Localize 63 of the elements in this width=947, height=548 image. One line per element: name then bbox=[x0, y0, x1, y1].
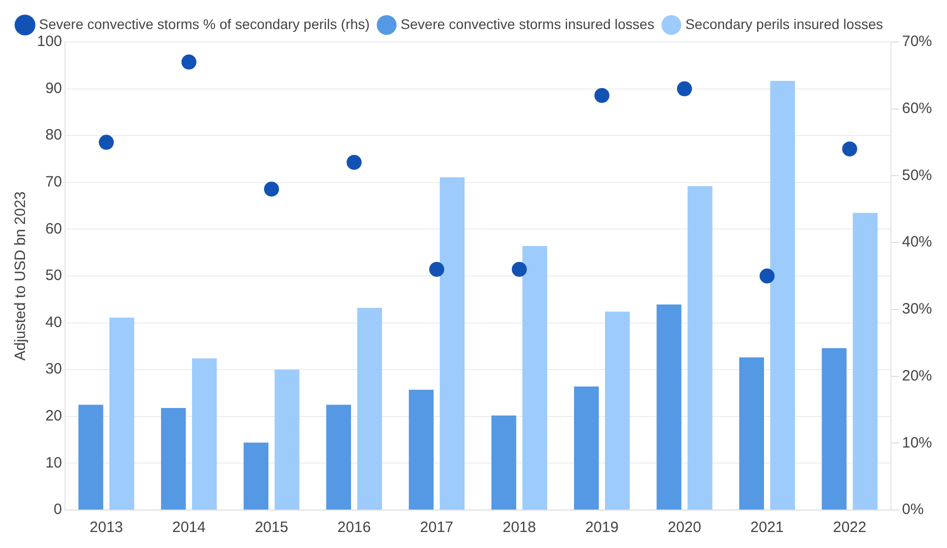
bar bbox=[522, 246, 548, 510]
point bbox=[346, 154, 362, 170]
y-tick-label: 90 bbox=[45, 80, 62, 97]
legend-label: Severe convective storms % of secondary perils (rhs) bbox=[39, 16, 370, 32]
bar bbox=[357, 308, 382, 510]
bar bbox=[688, 186, 712, 510]
y-tick-label: 60 bbox=[45, 220, 62, 238]
y2-tick-label: 60% bbox=[902, 100, 932, 117]
point bbox=[760, 268, 775, 284]
point bbox=[676, 81, 692, 96]
y2-tick-label: 30% bbox=[902, 300, 932, 318]
bar bbox=[244, 442, 268, 510]
point bbox=[842, 141, 858, 156]
point bbox=[98, 134, 114, 150]
x-tick-label: 2013 bbox=[90, 519, 124, 536]
y2-tick-label: 20% bbox=[902, 367, 932, 384]
bar bbox=[440, 177, 465, 510]
x-tick-label: 2015 bbox=[254, 519, 288, 536]
bar bbox=[491, 415, 516, 510]
x-tick-label: 2021 bbox=[750, 519, 784, 536]
bar bbox=[604, 312, 630, 510]
point bbox=[264, 182, 280, 197]
y-tick-label: 100 bbox=[36, 33, 62, 50]
x-tick-label: 2019 bbox=[585, 519, 619, 536]
y-tick-label: 10 bbox=[45, 454, 62, 472]
y2-tick-label: 0% bbox=[902, 501, 924, 518]
bar bbox=[739, 357, 764, 510]
bar bbox=[161, 408, 186, 510]
x-tick-label: 2018 bbox=[502, 519, 536, 536]
y-tick-label: 20 bbox=[45, 408, 62, 425]
bar bbox=[656, 304, 682, 510]
bar bbox=[192, 358, 217, 510]
x-tick-label: 2014 bbox=[172, 519, 206, 536]
bar bbox=[274, 370, 300, 510]
y2-tick-label: 70% bbox=[902, 33, 932, 50]
y-tick-label: 0 bbox=[54, 501, 62, 518]
y-tick-label: 40 bbox=[45, 314, 62, 331]
y2-tick-label: 50% bbox=[902, 166, 932, 184]
y-tick-label: 70 bbox=[45, 174, 62, 191]
x-tick-label: 2020 bbox=[668, 519, 702, 536]
y2-tick-label: 10% bbox=[902, 434, 932, 452]
x-tick-label: 2016 bbox=[337, 519, 371, 536]
point bbox=[429, 262, 444, 277]
bar bbox=[574, 386, 599, 510]
legend-label: Severe convective storms insured losses bbox=[400, 16, 654, 32]
y-tick-label: 30 bbox=[45, 360, 62, 378]
point bbox=[512, 262, 527, 277]
x-tick-label: 2017 bbox=[420, 519, 454, 536]
bar bbox=[109, 318, 134, 510]
y-axis-title: Adjusted to USD bn 2023 bbox=[12, 191, 30, 361]
point bbox=[594, 88, 610, 103]
y2-tick-label: 40% bbox=[902, 234, 932, 251]
bar bbox=[822, 348, 847, 510]
bar bbox=[326, 404, 352, 510]
y-tick-label: 50 bbox=[45, 267, 62, 284]
bar bbox=[78, 404, 104, 510]
bar bbox=[770, 80, 795, 510]
y-tick-label: 80 bbox=[45, 126, 62, 144]
bar bbox=[852, 212, 878, 510]
x-tick-label: 2022 bbox=[832, 519, 866, 536]
legend-label: Secondary perils insured losses bbox=[685, 16, 883, 32]
bar bbox=[408, 390, 434, 510]
point bbox=[181, 54, 196, 70]
